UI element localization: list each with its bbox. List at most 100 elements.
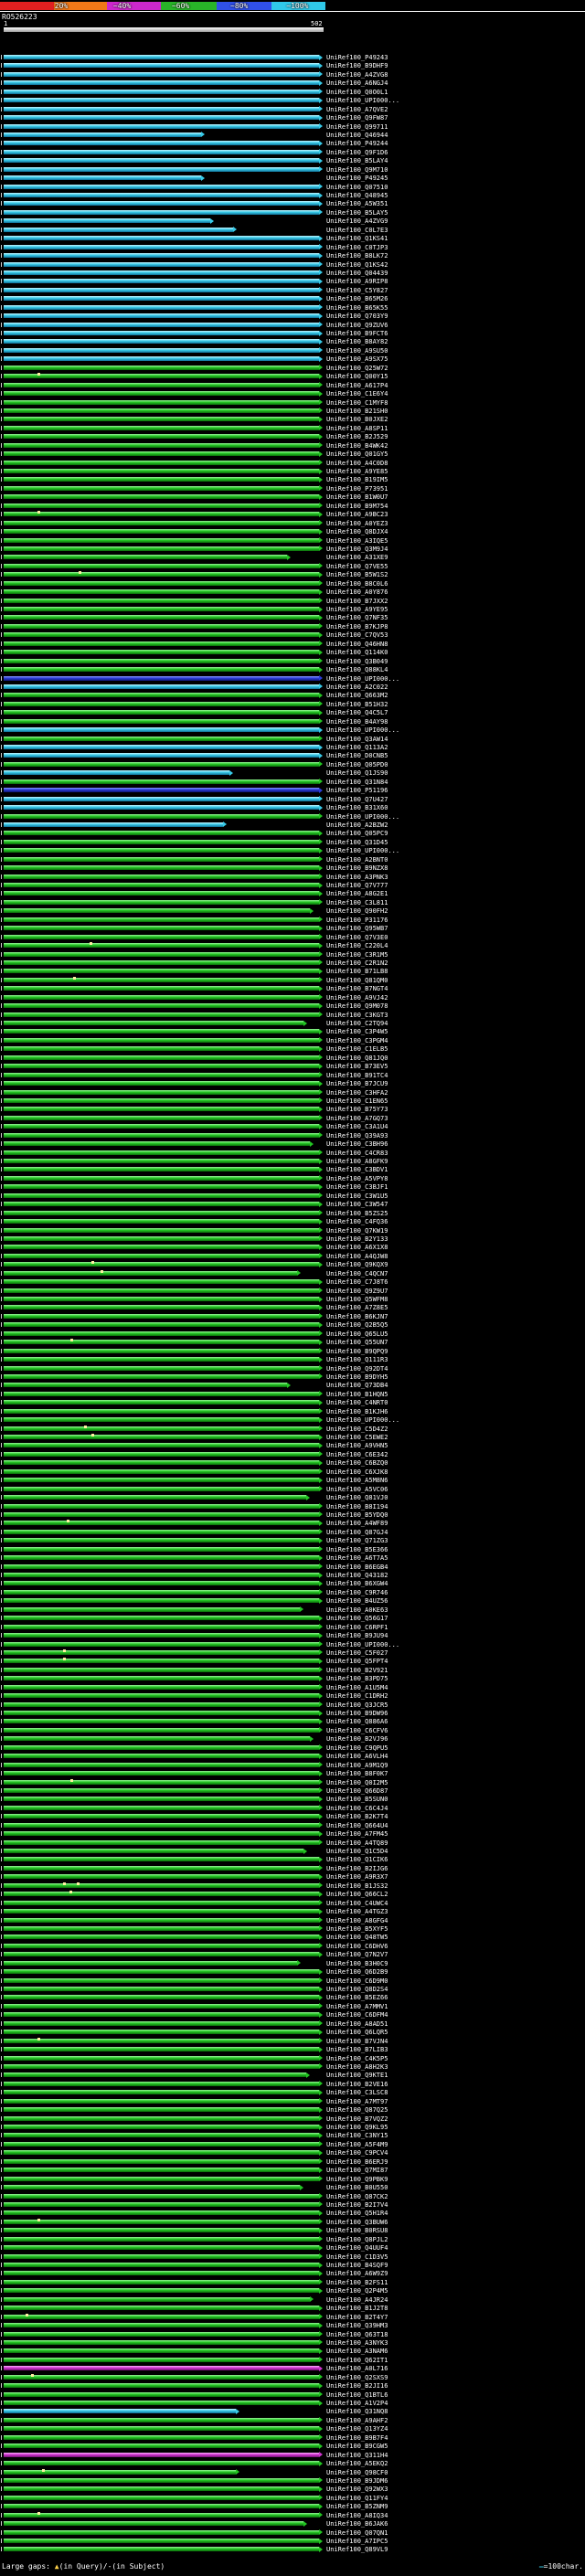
alignment-bar[interactable]: [4, 1046, 319, 1052]
hit-id-link[interactable]: UniRef100_A7Z8E5: [326, 1304, 388, 1312]
alignment-bar[interactable]: [4, 115, 319, 121]
hit-id-link[interactable]: UniRef100_B4WK42: [326, 441, 388, 450]
alignment-bar[interactable]: [4, 572, 319, 578]
alignment-bar[interactable]: [4, 253, 319, 259]
hit-id-link[interactable]: UniRef100_B9DW96: [326, 1710, 388, 1717]
alignment-bar[interactable]: [4, 1925, 319, 1931]
hit-id-link[interactable]: UniRef100_P73951: [326, 484, 388, 493]
hit-id-link[interactable]: UniRef100_B5YDQ0: [326, 1511, 388, 1519]
alignment-bar[interactable]: [4, 71, 319, 77]
alignment-bar[interactable]: [4, 1624, 319, 1629]
hit-id-link[interactable]: UniRef100_Q8DJX4: [326, 528, 388, 536]
hit-id-link[interactable]: UniRef100_C2TQ94: [326, 1020, 388, 1027]
alignment-bar[interactable]: [4, 2279, 319, 2284]
alignment-bar[interactable]: [4, 442, 319, 448]
alignment-bar[interactable]: [4, 80, 319, 86]
hit-id-link[interactable]: UniRef100_Q7MI87: [326, 2167, 388, 2175]
hit-id-link[interactable]: UniRef100_Q4C5L7: [326, 709, 388, 717]
alignment-bar[interactable]: [4, 951, 319, 957]
hit-id-link[interactable]: UniRef100_C3BJF1: [326, 1183, 388, 1192]
alignment-bar[interactable]: [4, 986, 319, 991]
alignment-bar[interactable]: [4, 1719, 319, 1724]
alignment-bar[interactable]: [4, 1210, 319, 1215]
hit-id-link[interactable]: UniRef100_B6JAK6: [326, 2520, 388, 2528]
hit-id-link[interactable]: UniRef100_A9SU50: [326, 346, 388, 355]
alignment-bar[interactable]: [4, 969, 319, 974]
hit-id-link[interactable]: UniRef100_UPI000...: [326, 1416, 400, 1425]
hit-id-link[interactable]: UniRef100_A6T7A5: [326, 1554, 388, 1563]
hit-id-link[interactable]: UniRef100_A617P4: [326, 381, 388, 389]
hit-id-link[interactable]: UniRef100_Q88KL4: [326, 666, 388, 674]
alignment-bar[interactable]: [4, 1253, 319, 1258]
hit-id-link[interactable]: UniRef100_A4ZVG9: [326, 217, 388, 226]
hit-id-link[interactable]: UniRef100_B8F0K7: [326, 1770, 388, 1778]
alignment-bar[interactable]: [4, 718, 319, 724]
hit-id-link[interactable]: UniRef100_B19IM5: [326, 476, 388, 484]
alignment-bar[interactable]: [4, 1503, 319, 1509]
hit-id-link[interactable]: UniRef100_A9VHN5: [326, 1442, 388, 1450]
hit-id-link[interactable]: UniRef100_Q95WB7: [326, 925, 388, 933]
alignment-bar[interactable]: [4, 2461, 319, 2466]
alignment-bar[interactable]: [4, 555, 288, 560]
hit-id-link[interactable]: UniRef100_C6DFM4: [326, 2011, 388, 2019]
alignment-bar[interactable]: [4, 512, 319, 517]
hit-id-link[interactable]: UniRef100_A8SP11: [326, 424, 388, 432]
hit-id-link[interactable]: UniRef100_C1DRH2: [326, 1692, 388, 1701]
alignment-bar[interactable]: [4, 1711, 319, 1715]
alignment-bar[interactable]: [4, 287, 319, 292]
alignment-bar[interactable]: [4, 1693, 319, 1699]
alignment-bar[interactable]: [4, 399, 319, 405]
alignment-bar[interactable]: [4, 132, 201, 137]
alignment-bar[interactable]: [4, 1857, 319, 1862]
hit-id-link[interactable]: UniRef100_Q1CIK6: [326, 1856, 388, 1864]
hit-id-link[interactable]: UniRef100_A3NAM6: [326, 2348, 388, 2356]
alignment-bar[interactable]: [4, 2141, 319, 2147]
hit-id-link[interactable]: UniRef100_A0L716: [326, 2365, 388, 2373]
hit-id-link[interactable]: UniRef100_Q7N2V7: [326, 1951, 388, 1959]
hit-id-link[interactable]: UniRef100_B7LIB3: [326, 2046, 388, 2054]
hit-id-link[interactable]: UniRef100_C4NRT0: [326, 1399, 388, 1407]
alignment-bar[interactable]: [4, 408, 319, 413]
hit-id-link[interactable]: UniRef100_Q7V777: [326, 882, 388, 889]
hit-id-link[interactable]: UniRef100_Q8PJL2: [326, 2235, 388, 2243]
hit-id-link[interactable]: UniRef100_Q9ZUV6: [326, 321, 388, 329]
alignment-bar[interactable]: [4, 55, 319, 59]
alignment-bar[interactable]: [4, 1468, 319, 1474]
alignment-bar[interactable]: [4, 1245, 319, 1250]
alignment-bar[interactable]: [4, 1573, 319, 1577]
hit-id-link[interactable]: UniRef100_B2J529: [326, 433, 388, 441]
alignment-bar[interactable]: [4, 994, 319, 1000]
hit-id-link[interactable]: UniRef100_Q7KW19: [326, 1226, 388, 1235]
alignment-bar[interactable]: [4, 693, 319, 698]
hit-id-link[interactable]: UniRef100_Q3M9J4: [326, 545, 388, 553]
alignment-bar[interactable]: [4, 2366, 319, 2371]
alignment-bar[interactable]: [4, 623, 319, 629]
alignment-bar[interactable]: [4, 917, 319, 922]
alignment-bar[interactable]: [4, 1616, 319, 1621]
alignment-bar[interactable]: [4, 1529, 319, 1534]
hit-id-link[interactable]: UniRef100_C5Y827: [326, 286, 388, 294]
hit-id-link[interactable]: UniRef100_Q3JCR5: [326, 1701, 388, 1709]
hit-id-link[interactable]: UniRef100_B4AY98: [326, 717, 388, 726]
alignment-bar[interactable]: [4, 658, 319, 663]
hit-id-link[interactable]: UniRef100_B8C0L6: [326, 579, 388, 588]
alignment-bar[interactable]: [4, 675, 319, 681]
alignment-bar[interactable]: [4, 244, 319, 249]
hit-id-link[interactable]: UniRef100_A9M1Q9: [326, 1761, 388, 1769]
hit-id-link[interactable]: UniRef100_B8LK72: [326, 252, 388, 260]
hit-id-link[interactable]: UniRef100_P51196: [326, 787, 388, 795]
hit-id-link[interactable]: UniRef100_A7QVE2: [326, 105, 388, 113]
alignment-bar[interactable]: [4, 1555, 319, 1561]
hit-id-link[interactable]: UniRef100_B1W0U7: [326, 493, 388, 502]
alignment-bar[interactable]: [4, 347, 319, 353]
alignment-bar[interactable]: [4, 1435, 319, 1439]
alignment-bar[interactable]: [4, 1132, 319, 1138]
hit-id-link[interactable]: UniRef100_B7NGT4: [326, 985, 388, 993]
hit-id-link[interactable]: UniRef100_B7JCU9: [326, 1080, 388, 1088]
hit-id-link[interactable]: UniRef100_A5F4M9: [326, 2140, 388, 2148]
alignment-bar[interactable]: [4, 1641, 319, 1647]
hit-id-link[interactable]: UniRef100_Q9Z9U7: [326, 1287, 388, 1295]
alignment-bar[interactable]: [4, 848, 319, 853]
hit-id-link[interactable]: UniRef100_B4SQF9: [326, 2262, 388, 2269]
hit-id-link[interactable]: UniRef100_C5F027: [326, 1648, 388, 1657]
